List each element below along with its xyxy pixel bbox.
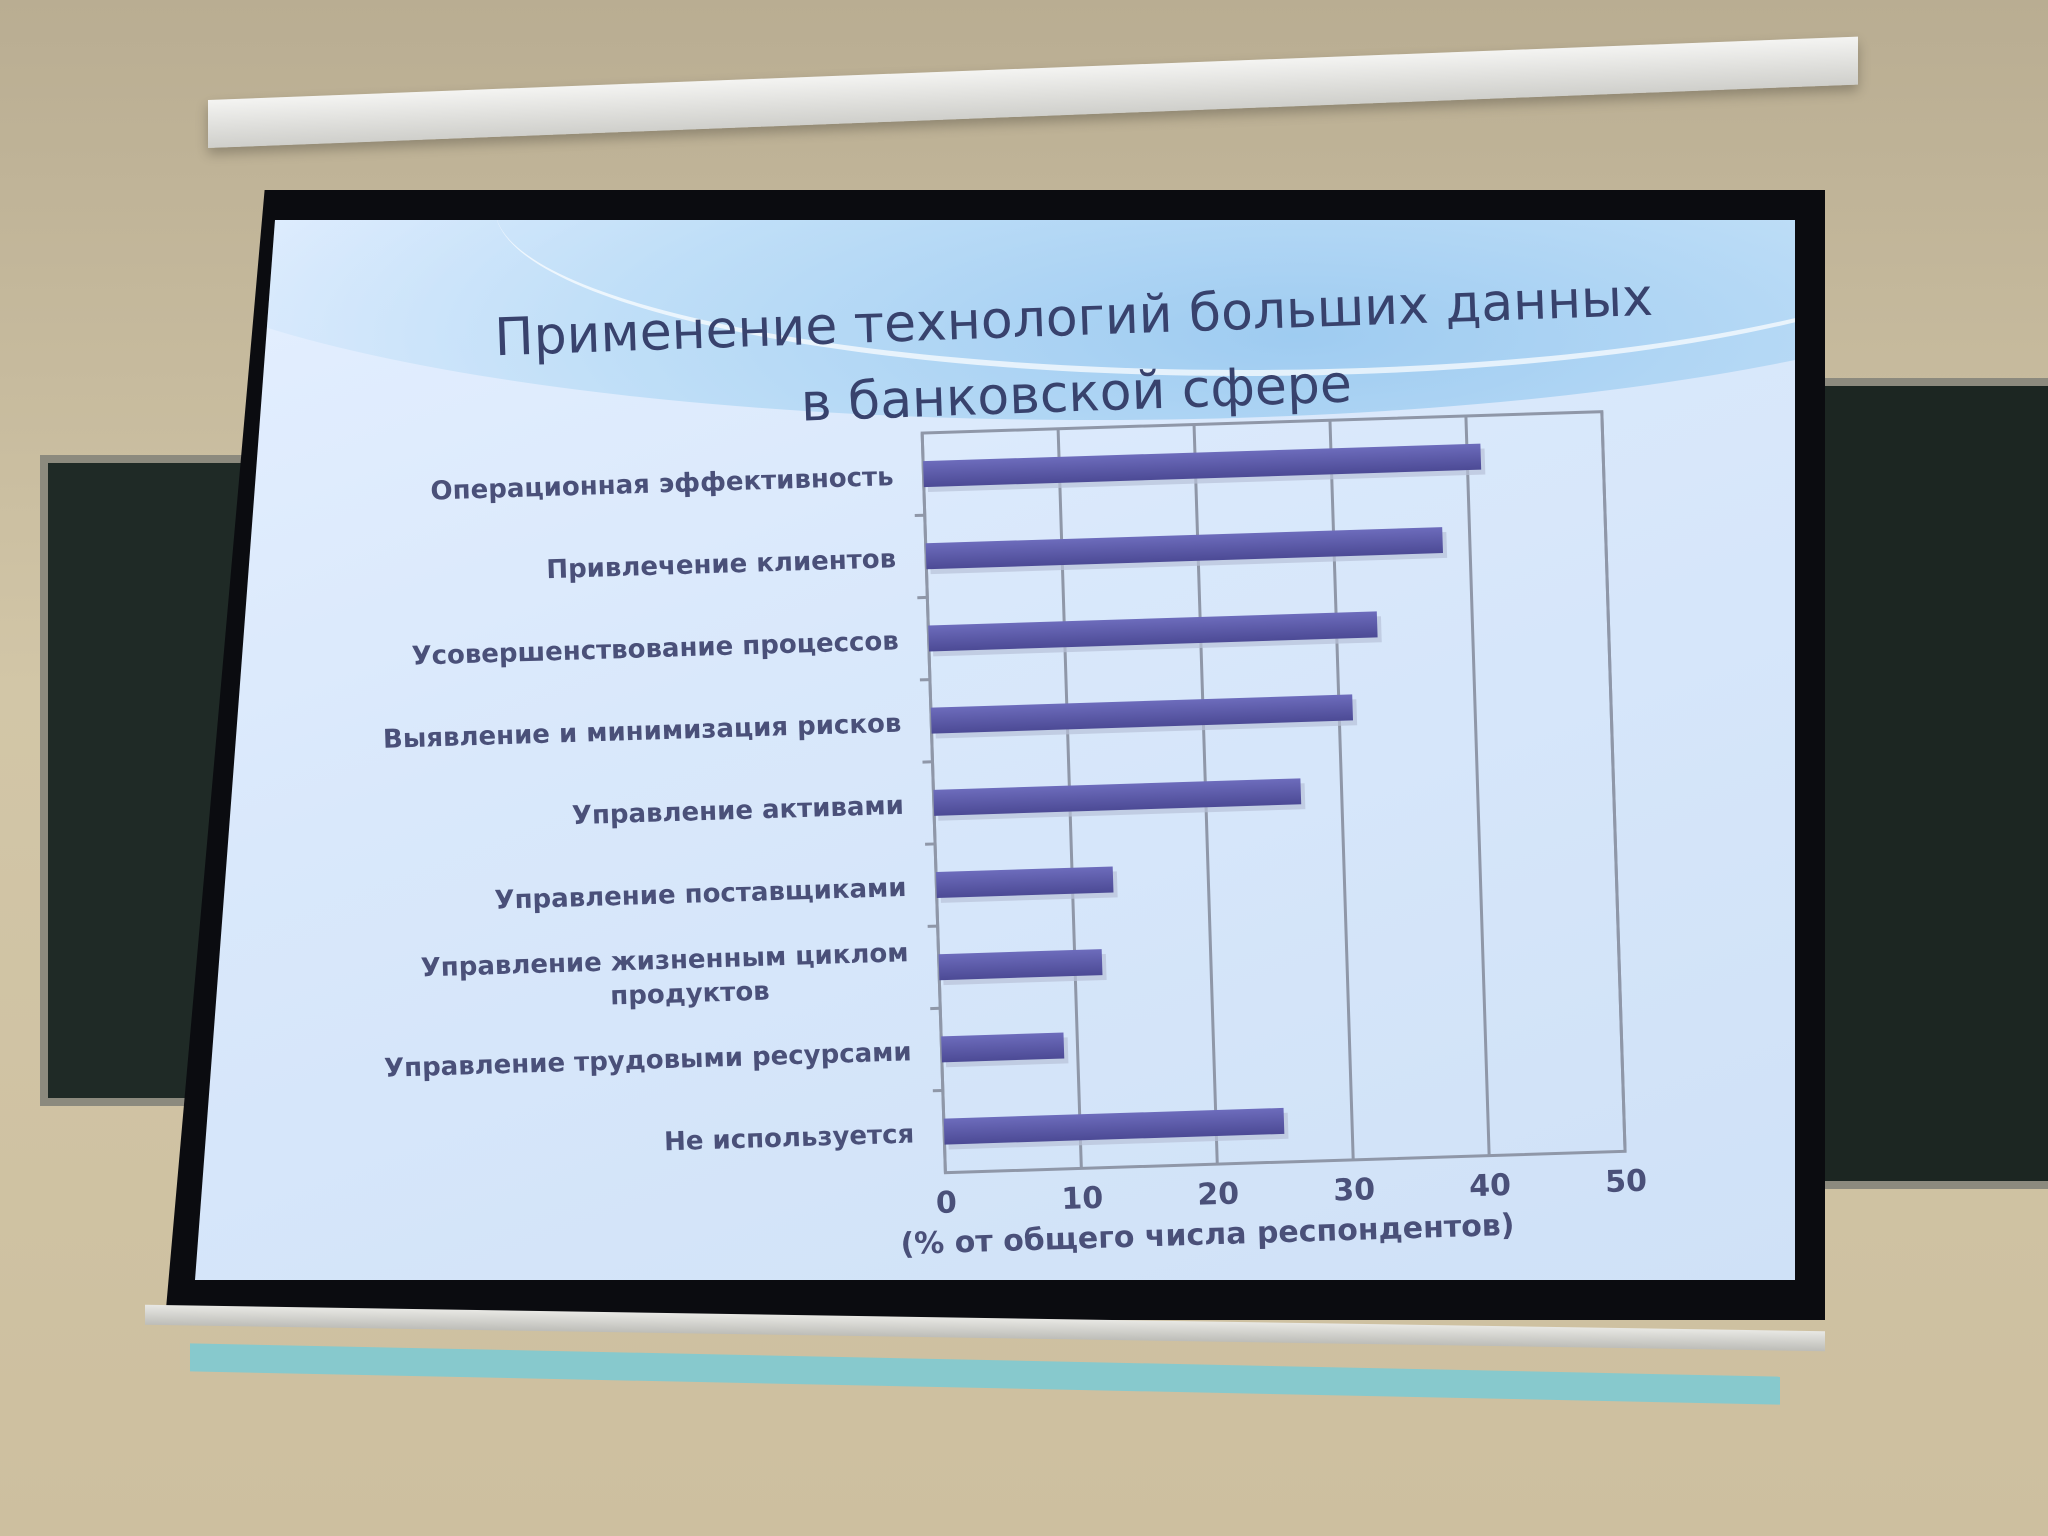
- gridline: [1600, 411, 1627, 1152]
- category-label: Управление жизненным цикломпродуктов: [420, 938, 910, 1017]
- category-label: Операционная эффективность: [430, 462, 894, 507]
- x-tick-label: 40: [1469, 1168, 1512, 1204]
- bar: [923, 443, 1482, 488]
- category-label: Выявление и минимизация рисков: [383, 709, 902, 755]
- x-tick-label: 50: [1605, 1164, 1648, 1200]
- category-label: Управление поставщиками: [494, 873, 907, 916]
- x-tick-label: 0: [935, 1185, 957, 1221]
- category-label: Не используется: [664, 1120, 915, 1158]
- bar: [943, 1107, 1285, 1145]
- category-label: Привлечение клиентов: [546, 544, 897, 585]
- bar: [941, 1032, 1065, 1063]
- slide-wave-line: [495, 220, 1795, 376]
- presentation-slide: Применение технологий больших данных в б…: [195, 220, 1795, 1280]
- chalkboard-right: [1800, 378, 2048, 1189]
- gridline: [1464, 415, 1491, 1156]
- category-label: Усовершенствование процессов: [411, 626, 899, 671]
- category-label: Управление трудовыми ресурсами: [384, 1037, 912, 1084]
- bar: [928, 611, 1378, 652]
- chart-container: Операционная эффективность Привлечение кл…: [322, 389, 1728, 1280]
- x-tick-label: 20: [1197, 1176, 1240, 1212]
- bar: [925, 527, 1443, 570]
- category-label: Управление активами: [571, 791, 904, 831]
- bar: [930, 694, 1354, 734]
- x-axis-label: (% от общего числа респондентов): [900, 1208, 1515, 1262]
- x-tick-label: 30: [1333, 1172, 1376, 1208]
- bar: [935, 866, 1114, 899]
- bar: [933, 778, 1302, 816]
- x-tick-label: 10: [1061, 1181, 1104, 1217]
- bar: [938, 949, 1103, 981]
- bar-chart: Операционная эффективность Привлечение кл…: [383, 410, 1648, 1262]
